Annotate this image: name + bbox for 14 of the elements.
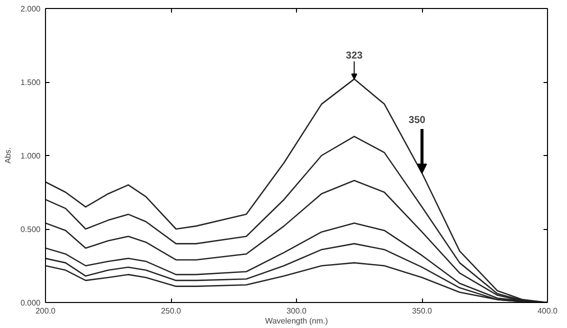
x-tick-label: 400.0 xyxy=(537,306,558,316)
x-tick-label: 200.0 xyxy=(35,306,56,316)
y-axis-title: Abs. xyxy=(3,147,12,164)
y-tick-label: 0.500 xyxy=(20,225,42,234)
x-tick-label: 350.0 xyxy=(412,306,433,316)
x-axis-title: Wavelength (nm.) xyxy=(265,316,328,326)
x-tick-label: 250.0 xyxy=(160,306,182,316)
x-tick-label: 300.0 xyxy=(286,306,308,316)
y-tick-label: 0.000 xyxy=(20,298,42,308)
y-tick-label: 2.000 xyxy=(20,4,42,14)
annotation: 350 xyxy=(408,115,426,126)
y-tick-label: 1.500 xyxy=(20,78,42,87)
y-tick-label: 1.000 xyxy=(20,152,42,160)
annotation: 323 xyxy=(346,50,364,62)
